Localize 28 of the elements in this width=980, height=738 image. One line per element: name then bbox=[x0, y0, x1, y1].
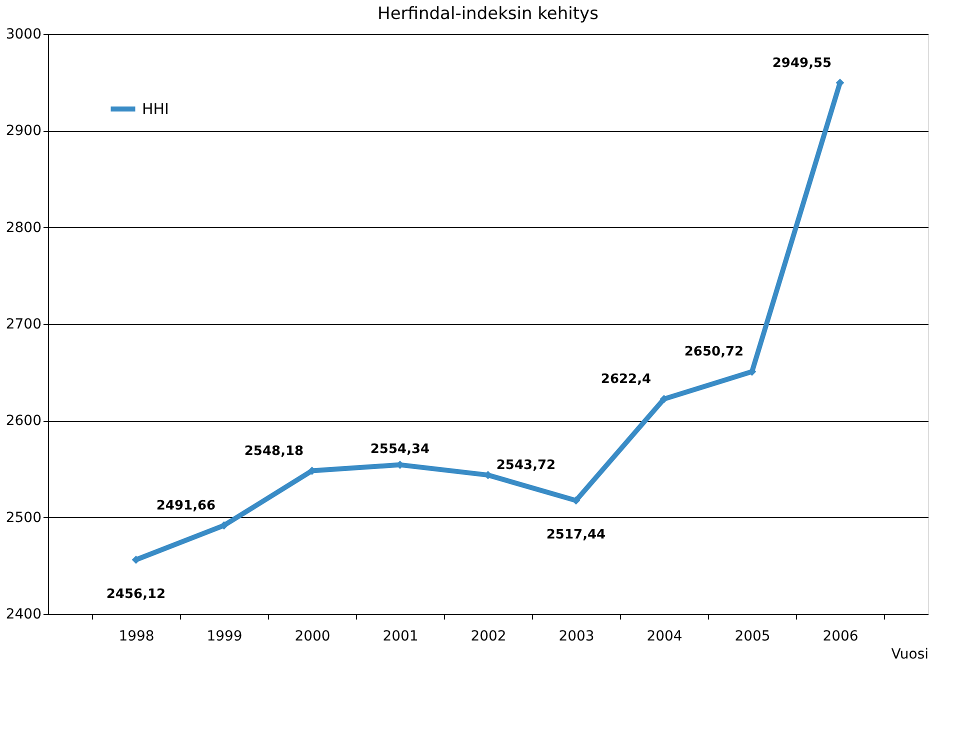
y-tick-label: 2800 bbox=[6, 220, 42, 236]
x-tick-label: 2002 bbox=[470, 628, 506, 644]
y-tick-label: 2600 bbox=[6, 413, 42, 430]
y-tick-label: 2400 bbox=[6, 606, 42, 622]
x-tick-label: 1998 bbox=[118, 628, 154, 644]
data-label: 2456,12 bbox=[106, 586, 166, 602]
legend-label: HHI bbox=[142, 100, 169, 118]
x-tick-label: 2000 bbox=[294, 628, 330, 644]
y-tick-label: 2500 bbox=[6, 510, 42, 526]
x-tick-label: 2004 bbox=[646, 628, 682, 644]
y-tick-label: 2700 bbox=[6, 316, 42, 332]
x-axis-title: Vuosi bbox=[891, 646, 928, 662]
data-label: 2543,72 bbox=[496, 458, 556, 474]
x-tick-label: 2003 bbox=[558, 628, 594, 644]
x-tick-label: 2005 bbox=[734, 628, 770, 644]
data-label: 2491,66 bbox=[156, 498, 216, 514]
y-tick-label: 3000 bbox=[6, 26, 42, 42]
data-label: 2554,34 bbox=[370, 442, 430, 457]
data-label: 2949,55 bbox=[772, 56, 832, 71]
x-tick-label: 2001 bbox=[382, 628, 418, 644]
y-tick-label: 2900 bbox=[6, 123, 42, 140]
x-tick-label: 2006 bbox=[822, 628, 858, 644]
chart-title: Herfindal-indeksin kehitys bbox=[378, 4, 599, 24]
data-label: 2650,72 bbox=[684, 344, 744, 360]
data-label: 2622,4 bbox=[600, 372, 652, 388]
data-label: 2517,44 bbox=[546, 527, 606, 542]
data-label: 2548,18 bbox=[244, 444, 304, 459]
x-tick-label: 1999 bbox=[206, 628, 242, 644]
